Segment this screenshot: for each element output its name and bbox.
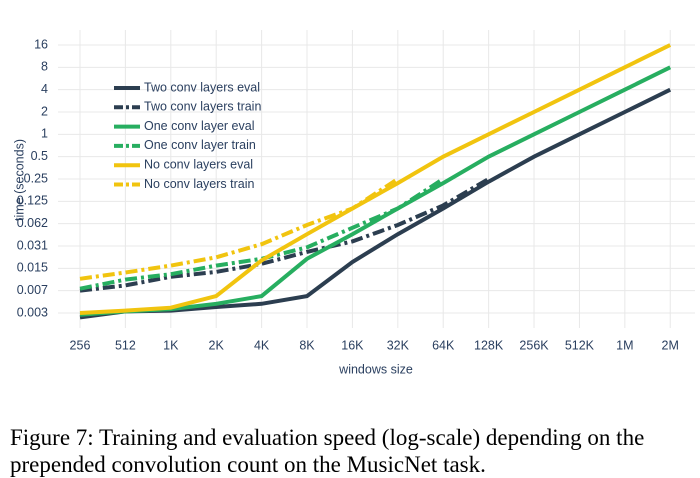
- y-tick-label: 0.003: [17, 305, 48, 319]
- legend-label: No conv layers eval: [144, 157, 253, 171]
- y-tick-label: 1: [41, 127, 48, 141]
- y-tick-label: 0.25: [24, 171, 48, 185]
- legend-label: Two conv layers eval: [144, 80, 260, 94]
- x-tick-label: 256K: [519, 338, 549, 352]
- y-tick-label: 0.125: [17, 194, 48, 208]
- x-tick-label: 512: [115, 338, 136, 352]
- x-tick-label: 8K: [299, 338, 315, 352]
- x-tick-label: 16K: [341, 338, 364, 352]
- legend-label: Two conv layers train: [144, 100, 261, 114]
- x-tick-label: 512K: [565, 338, 595, 352]
- y-tick-label: 4: [41, 82, 48, 96]
- x-tick-label: 32K: [387, 338, 410, 352]
- y-tick-label: 8: [41, 60, 48, 74]
- x-axis-label: windows size: [338, 362, 413, 376]
- legend-label: No conv layers train: [144, 177, 255, 191]
- x-tick-label: 1M: [616, 338, 633, 352]
- legend-label: One conv layer train: [144, 138, 256, 152]
- x-tick-label: 64K: [432, 338, 455, 352]
- x-tick-label: 2K: [209, 338, 225, 352]
- x-tick-label: 2M: [662, 338, 679, 352]
- caption: Figure 7: Training and evaluation speed …: [10, 425, 645, 477]
- y-tick-label: 0.5: [31, 149, 48, 163]
- y-axis-label: time (seconds): [12, 139, 26, 221]
- y-tick-label: 2: [41, 104, 48, 118]
- legend-label: One conv layer eval: [144, 119, 254, 133]
- y-tick-label: 0.015: [17, 261, 48, 275]
- chart: windows size time (seconds) 0.003 0.007 0.…: [12, 30, 695, 376]
- line: [79, 177, 399, 281]
- y-tick-label: 0.031: [17, 238, 48, 252]
- x-tick-label: 128K: [474, 338, 504, 352]
- y-tick-label: 0.007: [17, 283, 48, 297]
- line: [79, 177, 490, 293]
- x-tick-label: 256: [70, 338, 91, 352]
- y-tick-label: 0.062: [17, 216, 48, 230]
- y-tick-label: 16: [34, 37, 48, 51]
- line: [79, 65, 672, 317]
- x-tick-label: 1K: [163, 338, 179, 352]
- x-tick-label: 4K: [254, 338, 270, 352]
- page: windows size time (seconds) 0.003 0.007 0.…: [10, 30, 695, 477]
